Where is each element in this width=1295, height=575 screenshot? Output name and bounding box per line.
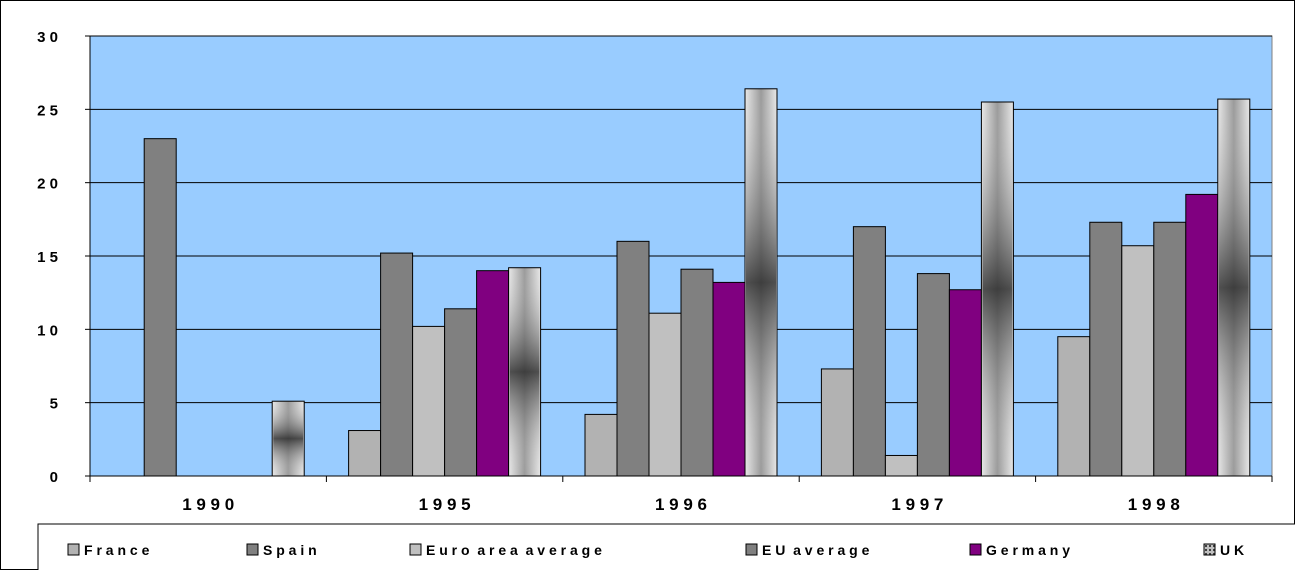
bar-uk-shade [982,102,1013,476]
bar [1057,336,1091,477]
legend-swatch [1203,543,1216,556]
bar-uk-shade [746,88,776,477]
y-tick-label: 5 [50,396,58,413]
bar [680,268,714,477]
legend-swatch [745,543,758,556]
bar [412,325,446,477]
bar [852,226,886,477]
bar [1153,221,1187,477]
y-tick-label: 3 0 [37,29,58,46]
bar [1185,193,1219,477]
bar [648,312,682,477]
y-tick-label: 1 0 [37,322,58,339]
bar [444,308,478,477]
x-tick-label: 1 9 9 7 [891,495,943,514]
legend-label: S p a i n [263,542,317,558]
x-tick-label: 1 9 9 6 [655,495,707,514]
legend: F r a n c e S p a i n E u r o a r e a a v … [37,523,1295,575]
y-tick-label: 2 5 [37,102,58,119]
bar [712,281,746,477]
legend-label: E U a v e r a g e [762,542,870,558]
bar [884,454,918,477]
bar [616,240,650,477]
legend-label: G e r m a n y [986,542,1070,558]
bar [916,273,950,477]
y-tick-label: 0 [50,469,58,486]
bar [584,413,618,477]
bar [820,368,854,477]
bar [348,430,382,477]
legend-label: F r a n c e [84,542,150,558]
bar [1121,245,1155,477]
x-tick-label: 1 9 9 8 [1128,495,1180,514]
legend-label: E u r o a r e a a v e r a g e [426,542,602,558]
y-tick-label: 2 0 [37,176,58,193]
bar [476,270,510,477]
bar-uk-shade [509,267,540,476]
bar-uk-shade [1218,99,1249,477]
legend-swatch [246,543,259,556]
x-tick-label: 1 9 9 0 [182,495,234,514]
bar [948,289,982,477]
x-tick-label: 1 9 9 5 [419,495,471,514]
legend-label: U K [1220,542,1244,558]
bar [1089,221,1123,477]
legend-swatch [409,543,422,556]
axes: 0 5 1 0 1 5 2 0 2 5 3 0 1 9 9 0 1 9 9 5 1 9 9 6 1 … [37,29,1273,514]
bar [143,138,177,477]
bar-uk-shade [273,401,304,476]
legend-swatch [969,543,982,556]
legend-swatch [67,543,80,556]
legend-box [37,523,1295,575]
bar [380,252,414,477]
y-tick-label: 1 5 [37,249,58,266]
